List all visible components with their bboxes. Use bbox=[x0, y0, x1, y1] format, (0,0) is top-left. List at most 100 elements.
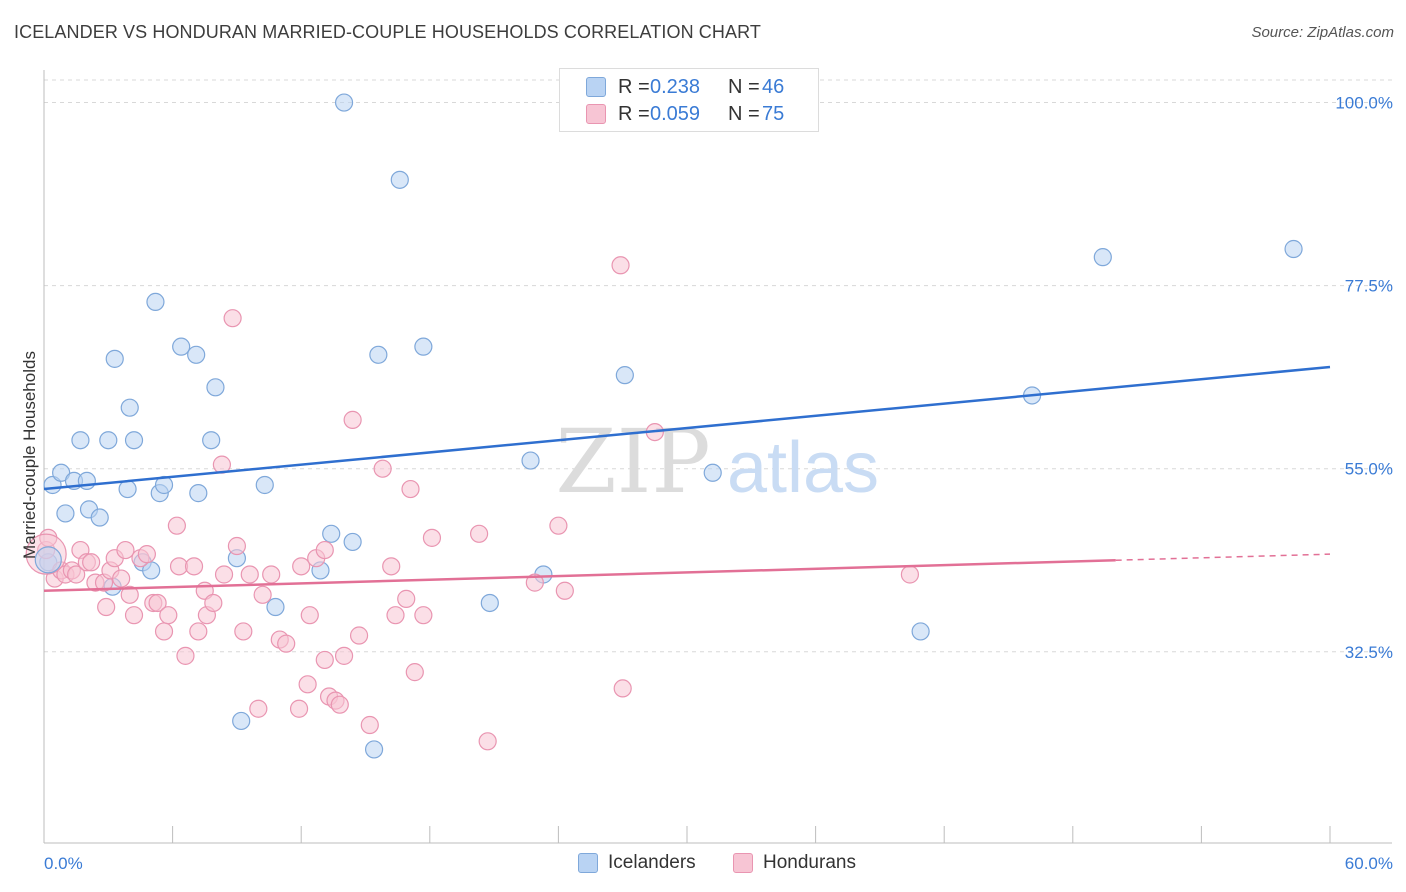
icelander-point bbox=[343, 532, 362, 552]
icelander-point bbox=[105, 349, 124, 368]
legend-r-label: R = bbox=[618, 75, 650, 98]
icelander-point bbox=[232, 711, 251, 731]
legend-n-label: N = bbox=[728, 102, 760, 125]
icelander-point bbox=[56, 504, 75, 523]
honduran-point bbox=[223, 309, 242, 328]
grid bbox=[44, 79, 1392, 653]
icelander-point bbox=[414, 337, 433, 356]
honduran-point bbox=[97, 597, 116, 617]
legend-n-value: 46 bbox=[762, 75, 785, 98]
icelander-point bbox=[202, 431, 221, 450]
honduran-point bbox=[214, 565, 234, 584]
bottom-legend-hondurans-label: Hondurans bbox=[763, 852, 856, 873]
tick-labels: 32.5% 55.0% 77.5% 100.0% 0.0% 60.0% bbox=[44, 94, 1393, 873]
x-tick-label-min: 0.0% bbox=[44, 854, 83, 873]
y-tick-label: 100.0% bbox=[1335, 94, 1393, 113]
legend-swatch-hondurans bbox=[586, 104, 606, 124]
honduran-point bbox=[124, 606, 144, 625]
honduran-point bbox=[315, 650, 334, 670]
honduran-point bbox=[184, 557, 204, 576]
watermark-atlas: atlas bbox=[727, 428, 879, 508]
honduran-point bbox=[401, 479, 420, 499]
icelander-point bbox=[390, 170, 409, 189]
watermark: ZIP atlas bbox=[555, 410, 879, 513]
legend-r-value: 0.059 bbox=[650, 102, 701, 125]
icelander-point bbox=[911, 622, 930, 641]
honduran-point bbox=[262, 565, 281, 584]
legend-r-value: 0.238 bbox=[650, 75, 701, 98]
honduran-point bbox=[137, 545, 156, 564]
icelander-point bbox=[172, 337, 191, 356]
honduran-point bbox=[478, 732, 497, 751]
icelander-point bbox=[189, 484, 208, 503]
honduran-point bbox=[382, 557, 401, 576]
honduran-point bbox=[249, 699, 268, 718]
y-tick-label: 55.0% bbox=[1345, 460, 1393, 479]
honduran-point bbox=[82, 553, 101, 572]
legend-row-icelanders: R = 0.238 N = 46 bbox=[586, 74, 784, 100]
honduran-point bbox=[227, 536, 246, 556]
honduran-point bbox=[343, 410, 362, 429]
honduran-point bbox=[525, 573, 544, 592]
honduran-point bbox=[334, 646, 354, 665]
icelander-point bbox=[334, 93, 354, 112]
honduran-point bbox=[611, 256, 630, 275]
y-tick-label: 32.5% bbox=[1345, 643, 1393, 662]
honduran-point bbox=[315, 540, 334, 560]
icelander-point bbox=[364, 740, 384, 759]
honduran-point bbox=[298, 675, 317, 694]
icelander-point bbox=[266, 597, 285, 617]
honduran-point bbox=[67, 565, 86, 584]
source-label: Source: ZipAtlas.com bbox=[1251, 24, 1394, 41]
icelander-point bbox=[99, 431, 118, 450]
icelander-point bbox=[703, 463, 722, 482]
honduran-point bbox=[289, 699, 309, 718]
trend-lines bbox=[43, 365, 1331, 593]
honduran-point bbox=[154, 622, 174, 641]
icelander-point bbox=[255, 475, 274, 495]
honduran-point bbox=[330, 695, 349, 714]
honduran-point bbox=[422, 528, 442, 547]
legend-swatch-icelanders bbox=[586, 77, 606, 97]
axes bbox=[43, 70, 1392, 844]
honduran-point bbox=[360, 715, 379, 735]
honduran-point bbox=[253, 585, 272, 604]
icelander-point bbox=[369, 345, 388, 364]
honduran-point bbox=[397, 589, 416, 608]
chart-title: ICELANDER VS HONDURAN MARRIED-COUPLE HOU… bbox=[14, 22, 761, 42]
trend-line-solid-1 bbox=[43, 558, 1116, 593]
icelander-point bbox=[322, 524, 341, 543]
x-tick-label-max: 60.0% bbox=[1345, 854, 1393, 873]
icelander-point bbox=[120, 398, 139, 417]
bottom-legend-icelanders-label: Icelanders bbox=[608, 852, 696, 873]
honduran-point bbox=[405, 663, 424, 682]
icelander-point bbox=[521, 451, 540, 470]
legend-n-label: N = bbox=[728, 75, 760, 98]
honduran-point bbox=[120, 585, 139, 604]
bottom-legend-hondurans: Hondurans bbox=[733, 852, 856, 874]
honduran-point bbox=[234, 622, 253, 641]
icelander-point bbox=[206, 378, 225, 397]
y-axis-label: Married-couple Households bbox=[20, 351, 39, 559]
watermark-zip: ZIP bbox=[555, 410, 710, 513]
honduran-point bbox=[300, 606, 319, 625]
icelander-point bbox=[52, 463, 71, 482]
icelander-point bbox=[1093, 248, 1112, 267]
honduran-point bbox=[469, 524, 489, 543]
icelander-point bbox=[77, 471, 96, 491]
honduran-point bbox=[292, 557, 311, 576]
honduran-point bbox=[116, 540, 135, 560]
icelander-point bbox=[118, 479, 137, 499]
legend-row-hondurans: R = 0.059 N = 75 bbox=[586, 101, 784, 127]
honduran-point bbox=[167, 516, 186, 535]
honduran-point bbox=[277, 634, 296, 653]
icelander-point bbox=[480, 593, 499, 613]
legend-r-label: R = bbox=[618, 102, 650, 125]
honduran-point bbox=[373, 459, 392, 478]
honduran-point bbox=[159, 606, 178, 625]
bottom-legend-icelanders: Icelanders bbox=[578, 852, 696, 874]
icelander-point bbox=[90, 508, 109, 527]
trend-line-dashed-1 bbox=[1115, 553, 1331, 561]
honduran-point bbox=[386, 606, 405, 625]
